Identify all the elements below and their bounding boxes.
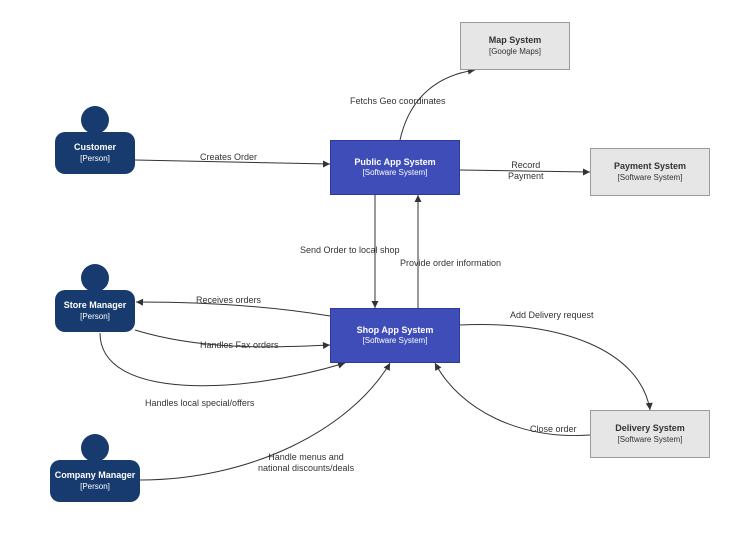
payment-system-title: Payment System (614, 161, 686, 172)
e-record-payment-label: Record Payment (508, 160, 544, 182)
payment-system-node: Payment System [Software System] (590, 148, 710, 196)
delivery-system-node: Delivery System [Software System] (590, 410, 710, 458)
map-system-title: Map System (489, 35, 542, 46)
e-handle-menus-label: Handle menus and national discounts/deal… (258, 452, 354, 474)
e-handles-special-label: Handles local special/offers (145, 398, 254, 409)
public-app-subtitle: [Software System] (363, 168, 428, 178)
e-provide-info-label: Provide order information (400, 258, 501, 269)
e-fetch-geo-label: Fetchs Geo coordinates (350, 96, 446, 107)
map-system-subtitle: [Google Maps] (489, 47, 541, 57)
company-manager-subtitle: [Person] (80, 482, 110, 492)
company-manager-title: Company Manager (55, 470, 136, 481)
diagram-stage: { "diagram": { "type": "flowchart", "bac… (0, 0, 741, 536)
shop-app-title: Shop App System (357, 325, 434, 336)
shop-app-subtitle: [Software System] (363, 336, 428, 346)
payment-system-subtitle: [Software System] (618, 173, 683, 183)
public-app-node: Public App System [Software System] (330, 140, 460, 195)
public-app-title: Public App System (354, 157, 435, 168)
map-system-node: Map System [Google Maps] (460, 22, 570, 70)
company-manager-node: Company Manager [Person] (50, 460, 140, 502)
shop-app-node: Shop App System [Software System] (330, 308, 460, 363)
e-add-delivery (460, 324, 650, 410)
customer-subtitle: [Person] (80, 154, 110, 164)
e-creates-order-label: Creates Order (200, 152, 257, 163)
company-manager-head (81, 434, 109, 462)
e-handles-fax-label: Handles Fax orders (200, 340, 279, 351)
delivery-system-subtitle: [Software System] (618, 435, 683, 445)
store-manager-head (81, 264, 109, 292)
e-close-order-label: Close order (530, 424, 577, 435)
customer-node: Customer [Person] (55, 132, 135, 174)
e-add-delivery-label: Add Delivery request (510, 310, 594, 321)
e-receives-orders-label: Receives orders (196, 295, 261, 306)
customer-title: Customer (74, 142, 116, 153)
store-manager-subtitle: [Person] (80, 312, 110, 322)
customer-head (81, 106, 109, 134)
store-manager-node: Store Manager [Person] (55, 290, 135, 332)
e-send-order-label: Send Order to local shop (300, 245, 400, 256)
delivery-system-title: Delivery System (615, 423, 685, 434)
store-manager-title: Store Manager (64, 300, 127, 311)
